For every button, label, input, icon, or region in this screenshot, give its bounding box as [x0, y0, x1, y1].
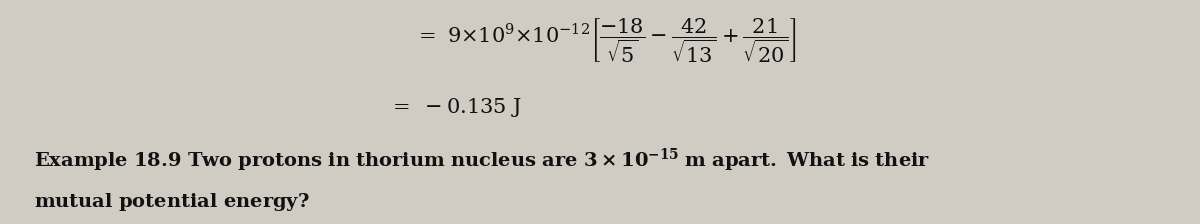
- Text: $= \ 9{\times}10^{9} {\times}10^{-12}\left[\dfrac{-18}{\sqrt{5}} - \dfrac{42}{\s: $= \ 9{\times}10^{9} {\times}10^{-12}\le…: [415, 16, 797, 65]
- Text: $\mathbf{mutual\ potential\ energy?}$: $\mathbf{mutual\ potential\ energy?}$: [34, 191, 310, 213]
- Text: $= \ -0.135 \ \mathrm{J}$: $= \ -0.135 \ \mathrm{J}$: [390, 96, 522, 119]
- Text: $\mathbf{Example\ 18.9\ Two\ protons\ in\ thorium\ nucleus\ are\ 3 \times 10^{-1: $\mathbf{Example\ 18.9\ Two\ protons\ in…: [34, 146, 930, 174]
